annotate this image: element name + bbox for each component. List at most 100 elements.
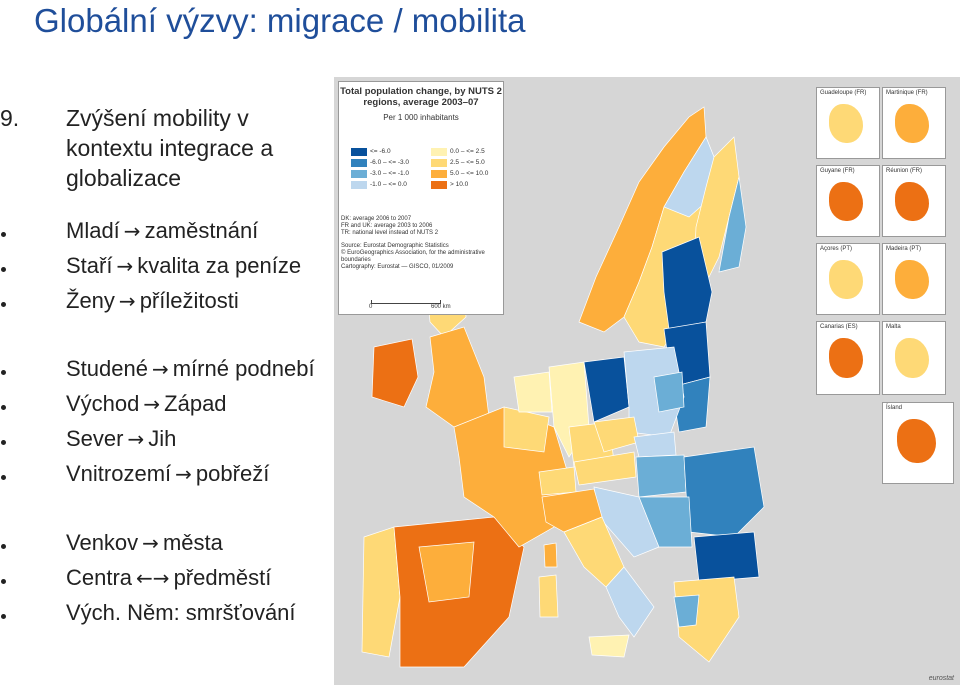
region-benelux — [513, 371, 553, 413]
map-inset: Guadeloupe (FR) — [816, 87, 880, 159]
region-finland-east — [718, 176, 747, 273]
bullet-right-text: příležitosti — [139, 288, 239, 313]
region-sardinia — [538, 574, 559, 618]
legend-label: 5.0 – <= 10.0 — [450, 170, 489, 177]
map-inset: Canarias (ES) — [816, 321, 880, 395]
region-portugal — [361, 526, 401, 658]
legend-label: -1.0 – <= 0.0 — [370, 181, 407, 188]
map-note: Cartography: Eurostat — GISCO, 01/2009 — [341, 264, 454, 270]
scale-bar — [371, 300, 441, 304]
bullet-right-text: mírné podnebí — [172, 356, 315, 381]
map-legend: Total population change, by NUTS 2 regio… — [338, 81, 504, 315]
population-change-map: Total population change, by NUTS 2 regio… — [334, 77, 960, 685]
map-inset: Martinique (FR) — [882, 87, 946, 159]
inset-region — [895, 338, 929, 378]
bullet-left-text: Staří — [66, 253, 113, 278]
legend-swatch — [431, 181, 447, 189]
arrow-icon: → — [127, 427, 145, 451]
legend-swatch — [351, 170, 367, 178]
inset-region — [895, 182, 929, 221]
inset-label: Malta — [886, 324, 901, 330]
bullet-text: Studené → mírné podnebí — [66, 356, 315, 382]
map-note: DK: average 2006 to 2007 — [341, 216, 412, 222]
region-greece-west — [673, 594, 700, 628]
bullet-left-text: Vých. Něm: smršťování — [66, 600, 296, 625]
heading-number: 9. — [0, 105, 20, 131]
scale-left-label: 0 — [369, 304, 373, 310]
eurostat-credit: eurostat — [928, 675, 954, 682]
inset-region — [829, 104, 863, 143]
bullet-text: Východ → Západ — [66, 391, 227, 417]
bullet-item: Mladí → zaměstnání — [0, 218, 360, 248]
inset-label: Ísland — [886, 405, 903, 411]
map-note: FR and UK: average 2003 to 2006 — [341, 223, 433, 229]
arrow-icon: → — [142, 531, 159, 555]
map-inset: Réunion (FR) — [882, 165, 946, 237]
bullet-dot — [1, 267, 6, 272]
map-inset: Açores (PT) — [816, 243, 880, 315]
bullet-item: Venkov → města — [0, 530, 360, 560]
region-finland — [693, 136, 740, 278]
bullet-left-text: Centra — [66, 565, 133, 590]
bullet-text: Staří → kvalita za peníze — [66, 253, 301, 279]
region-bulgaria — [693, 531, 760, 583]
legend-label: > 10.0 — [450, 181, 469, 188]
bullet-item: Vnitrozemí → pobřeží — [0, 461, 360, 491]
arrow-icon: → — [151, 357, 169, 381]
bullet-left-text: Ženy — [66, 288, 115, 313]
bullet-dot — [1, 544, 6, 549]
legend-swatch — [351, 181, 367, 189]
inset-region — [829, 338, 863, 378]
bullet-dot — [1, 370, 6, 375]
bullet-text: Centra ←→ předměstí — [66, 565, 271, 591]
region-italy-south — [605, 566, 655, 638]
map-note: TR: national level instead of NUTS 2 — [341, 230, 439, 236]
legend-swatch — [431, 170, 447, 178]
legend-swatch — [431, 159, 447, 167]
bullet-text: Venkov → města — [66, 530, 223, 556]
inset-region — [895, 104, 929, 143]
bullet-text: Vých. Něm: smršťování — [66, 600, 296, 626]
arrow-icon: → — [116, 254, 134, 278]
bullet-left-text: Sever — [66, 426, 124, 451]
region-ireland — [371, 338, 419, 408]
region-serbia — [638, 496, 693, 548]
region-sicily — [588, 634, 630, 658]
bullet-dot — [1, 614, 6, 619]
bullet-text: Vnitrozemí → pobřeží — [66, 461, 269, 487]
bullet-right-text: Západ — [164, 391, 227, 416]
map-title: Total population change, by NUTS 2 regio… — [340, 86, 502, 108]
bullet-dot — [1, 232, 6, 237]
inset-region — [897, 419, 936, 463]
slide-title: Globální výzvy: migrace / mobilita — [34, 2, 526, 39]
bullet-left-text: Studené — [66, 356, 148, 381]
map-note: Source: Eurostat Demographic Statistics — [341, 243, 449, 249]
inset-label: Guadeloupe (FR) — [820, 90, 867, 96]
bullet-dot — [1, 579, 6, 584]
legend-label: 0.0 – <= 2.5 — [450, 148, 485, 155]
region-switzerland — [538, 466, 577, 496]
inset-label: Canarias (ES) — [820, 324, 858, 330]
bullet-right-text: předměstí — [173, 565, 272, 590]
bullet-left-text: Mladí — [66, 218, 120, 243]
bullet-dot — [1, 405, 6, 410]
legend-label: -3.0 – <= -1.0 — [370, 170, 410, 177]
bullet-right-text: kvalita za peníze — [137, 253, 302, 278]
bullet-right-text: města — [162, 530, 223, 555]
arrow-icon: → — [175, 462, 192, 486]
legend-swatch — [351, 159, 367, 167]
map-unit: Per 1 000 inhabitants — [383, 113, 459, 122]
arrow-icon: ←→ — [136, 566, 170, 590]
map-notes: DK: average 2006 to 2007 FR and UK: avera… — [341, 216, 503, 271]
bullet-dot — [1, 440, 6, 445]
region-poland-east — [653, 371, 685, 413]
bullet-right-text: pobřeží — [195, 461, 270, 486]
bullet-right-text: Jih — [148, 426, 177, 451]
region-spain-inner — [418, 541, 475, 603]
arrow-icon: → — [123, 219, 141, 243]
map-inset: Guyane (FR) — [816, 165, 880, 237]
scale-right-label: 600 km — [431, 304, 451, 310]
region-austria — [573, 451, 637, 486]
bullet-left-text: Venkov — [66, 530, 139, 555]
inset-region — [829, 260, 863, 299]
